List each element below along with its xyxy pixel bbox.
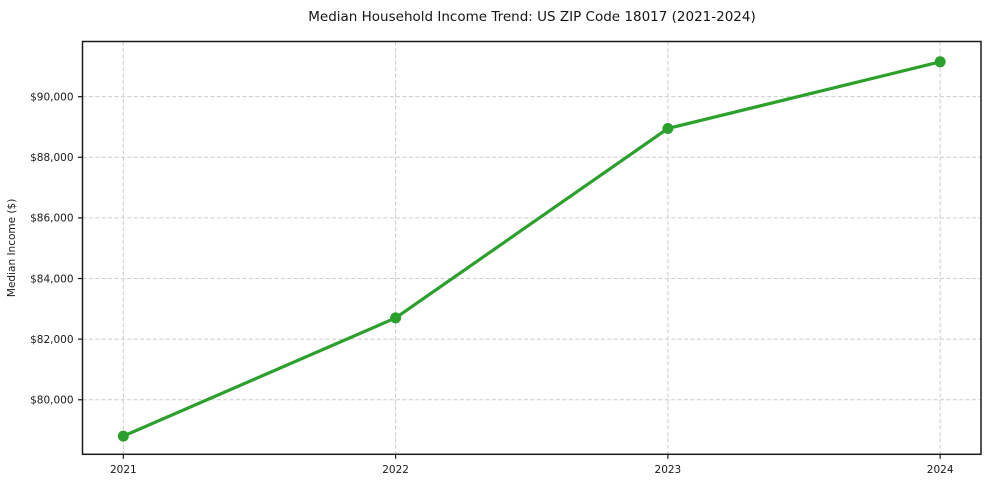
y-tick-label: $88,000 bbox=[30, 152, 73, 164]
y-tick-label: $80,000 bbox=[30, 395, 73, 407]
chart-title: Median Household Income Trend: US ZIP Co… bbox=[308, 9, 756, 25]
y-tick-label: $90,000 bbox=[30, 91, 73, 103]
y-axis-label: Median Income ($) bbox=[6, 199, 18, 297]
y-tick-label: $86,000 bbox=[30, 213, 73, 225]
data-point bbox=[390, 312, 402, 324]
data-point bbox=[662, 122, 674, 134]
x-tick-label: 2023 bbox=[655, 464, 682, 476]
y-tick-label: $82,000 bbox=[30, 334, 73, 346]
data-point bbox=[934, 56, 946, 68]
trend-line bbox=[121, 60, 942, 438]
x-tick-label: 2022 bbox=[382, 464, 409, 476]
x-tick-label: 2024 bbox=[927, 464, 954, 476]
y-tick-label: $84,000 bbox=[30, 273, 73, 285]
plot-border bbox=[81, 40, 982, 456]
data-point bbox=[117, 430, 129, 442]
x-tick-label: 2021 bbox=[110, 464, 137, 476]
